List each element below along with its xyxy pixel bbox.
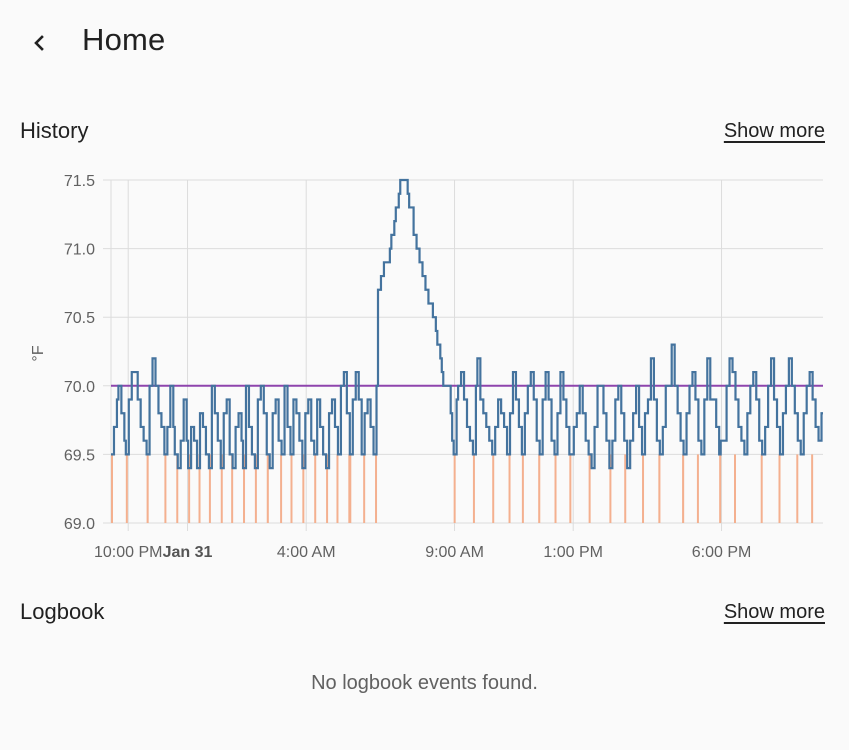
heating-bar bbox=[254, 454, 257, 523]
logbook-empty-message: No logbook events found. bbox=[311, 672, 538, 694]
heating-bar bbox=[314, 454, 317, 523]
heating-bar bbox=[125, 454, 128, 523]
heating-bar bbox=[796, 454, 799, 523]
logbook-show-more-link[interactable]: Show more bbox=[723, 600, 825, 623]
heating-bar bbox=[231, 454, 234, 523]
heating-bar bbox=[588, 454, 591, 523]
x-tick-label: 6:00 PM bbox=[692, 544, 752, 561]
heating-bar bbox=[290, 454, 293, 523]
heating-bar bbox=[164, 454, 167, 523]
x-tick-label: 9:00 AM bbox=[425, 544, 484, 561]
heating-bar bbox=[521, 454, 524, 523]
y-tick-label: 69.0 bbox=[64, 516, 95, 533]
heating-bar bbox=[453, 454, 456, 523]
heating-bar bbox=[778, 454, 781, 523]
heating-bar bbox=[734, 454, 736, 523]
current-temperature-line bbox=[111, 178, 823, 470]
y-tick-label: 71.0 bbox=[64, 242, 95, 259]
heating-bar bbox=[198, 454, 201, 523]
x-tick-label: 4:00 AM bbox=[277, 544, 336, 561]
heating-bar bbox=[760, 454, 763, 523]
heating-bar bbox=[609, 454, 612, 523]
heating-bar bbox=[538, 454, 541, 523]
history-header: History Show more bbox=[20, 115, 825, 147]
heating-bar bbox=[208, 454, 211, 523]
history-title: History bbox=[20, 118, 89, 143]
logbook-header: Logbook Show more bbox=[20, 596, 825, 628]
heating-bar bbox=[188, 454, 191, 523]
chevron-left-icon bbox=[34, 35, 44, 51]
heating-bar bbox=[375, 454, 378, 523]
heating-bar bbox=[554, 454, 557, 523]
y-tick-label: 69.5 bbox=[64, 447, 95, 464]
heating-bar bbox=[658, 454, 661, 523]
history-show-more-link[interactable]: Show more bbox=[723, 119, 825, 142]
logbook-title: Logbook bbox=[20, 599, 105, 624]
top-app-bar: Home bbox=[0, 0, 849, 88]
history-chart-canvas[interactable]: 69.0 69.5 70.0 70.5 71.0 71.5 10:00 PM Jan 31 4:… bbox=[0, 165, 849, 575]
heating-bar bbox=[176, 454, 179, 523]
heating-bar bbox=[811, 454, 814, 523]
heating-bar bbox=[348, 454, 352, 523]
heating-bar bbox=[696, 454, 699, 523]
y-tick-label: 71.5 bbox=[64, 173, 95, 190]
heating-bar bbox=[642, 454, 645, 523]
heating-bar bbox=[280, 454, 283, 523]
heating-bar bbox=[569, 454, 572, 523]
heating-bar bbox=[220, 454, 223, 523]
y-tick-label: 70.5 bbox=[64, 310, 95, 327]
history-chart[interactable]: 69.0 69.5 70.0 70.5 71.0 71.5 10:00 PM Jan 31 4:… bbox=[0, 165, 849, 575]
x-tick-label: Jan 31 bbox=[163, 544, 213, 561]
heating-bar bbox=[111, 454, 113, 523]
x-tick-label: 1:00 PM bbox=[543, 544, 603, 561]
heating-bar bbox=[624, 454, 627, 523]
page-title: Home bbox=[82, 22, 166, 57]
y-tick-label: 70.0 bbox=[64, 379, 95, 396]
heating-bar bbox=[326, 454, 329, 523]
heating-bar bbox=[146, 454, 149, 523]
heating-bar bbox=[266, 454, 269, 523]
heating-bar bbox=[508, 454, 511, 523]
heating-bar bbox=[492, 454, 495, 523]
heating-bar bbox=[719, 454, 722, 523]
heating-bar bbox=[682, 454, 685, 523]
y-axis-label: °F bbox=[30, 345, 47, 361]
heating-bar bbox=[243, 454, 246, 523]
heating-bar bbox=[336, 454, 339, 523]
heating-bar bbox=[472, 454, 475, 523]
heating-bar bbox=[363, 454, 366, 523]
heating-bar bbox=[302, 454, 305, 523]
back-button[interactable] bbox=[22, 26, 56, 60]
x-tick-label: 10:00 PM bbox=[94, 544, 162, 561]
